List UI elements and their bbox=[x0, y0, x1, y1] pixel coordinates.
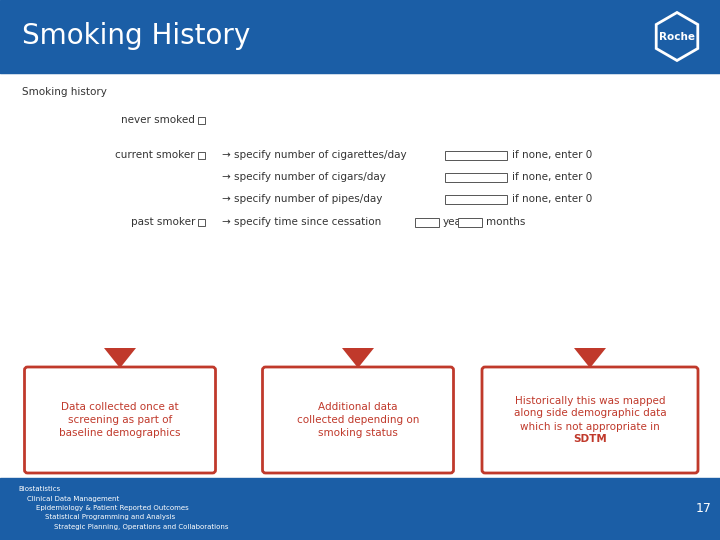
Text: → specify number of cigars/day: → specify number of cigars/day bbox=[222, 172, 386, 182]
Text: Epidemiology & Patient Reported Outcomes: Epidemiology & Patient Reported Outcomes bbox=[18, 505, 189, 511]
Bar bbox=[198, 152, 205, 159]
Text: which is not appropriate in: which is not appropriate in bbox=[520, 422, 660, 431]
Text: collected depending on: collected depending on bbox=[297, 415, 419, 425]
Text: if none, enter 0: if none, enter 0 bbox=[512, 194, 593, 204]
Text: if none, enter 0: if none, enter 0 bbox=[512, 172, 593, 182]
Bar bbox=[0, 0, 720, 73]
Text: Strategic Planning, Operations and Collaborations: Strategic Planning, Operations and Colla… bbox=[18, 524, 228, 530]
Polygon shape bbox=[342, 348, 374, 368]
FancyBboxPatch shape bbox=[263, 367, 454, 473]
Text: Biostatistics: Biostatistics bbox=[18, 486, 60, 492]
Text: 17: 17 bbox=[696, 503, 712, 516]
Text: Smoking History: Smoking History bbox=[22, 23, 251, 51]
FancyBboxPatch shape bbox=[24, 367, 215, 473]
Text: → specify number of pipes/day: → specify number of pipes/day bbox=[222, 194, 382, 204]
Text: Roche: Roche bbox=[659, 31, 695, 42]
Text: Data collected once at: Data collected once at bbox=[61, 402, 179, 412]
Text: years: years bbox=[443, 217, 472, 227]
Polygon shape bbox=[104, 348, 136, 368]
Text: months: months bbox=[486, 217, 526, 227]
Polygon shape bbox=[656, 12, 698, 60]
Bar bbox=[445, 151, 507, 159]
Text: Clinical Data Management: Clinical Data Management bbox=[18, 496, 120, 502]
Text: baseline demographics: baseline demographics bbox=[59, 428, 181, 438]
Text: screening as part of: screening as part of bbox=[68, 415, 172, 425]
Text: never smoked: never smoked bbox=[121, 115, 195, 125]
Text: current smoker: current smoker bbox=[115, 150, 195, 160]
Text: if none, enter 0: if none, enter 0 bbox=[512, 150, 593, 160]
Bar bbox=[458, 218, 482, 226]
Text: past smoker: past smoker bbox=[130, 217, 195, 227]
Text: → specify number of cigarettes/day: → specify number of cigarettes/day bbox=[222, 150, 407, 160]
FancyBboxPatch shape bbox=[482, 367, 698, 473]
Bar bbox=[445, 172, 507, 181]
Text: Historically this was mapped: Historically this was mapped bbox=[515, 395, 665, 406]
Text: Additional data: Additional data bbox=[318, 402, 397, 412]
Bar bbox=[0, 73, 720, 478]
Text: Smoking history: Smoking history bbox=[22, 87, 107, 97]
Text: Statistical Programming and Analysis: Statistical Programming and Analysis bbox=[18, 515, 175, 521]
Text: along side demographic data: along side demographic data bbox=[513, 408, 666, 418]
Polygon shape bbox=[574, 348, 606, 368]
Text: smoking status: smoking status bbox=[318, 428, 398, 438]
Bar bbox=[198, 117, 205, 124]
Bar bbox=[445, 194, 507, 204]
Bar bbox=[198, 219, 205, 226]
Bar bbox=[415, 218, 439, 226]
Bar bbox=[0, 478, 720, 540]
Text: → specify time since cessation: → specify time since cessation bbox=[222, 217, 382, 227]
Text: SDTM: SDTM bbox=[573, 435, 607, 444]
